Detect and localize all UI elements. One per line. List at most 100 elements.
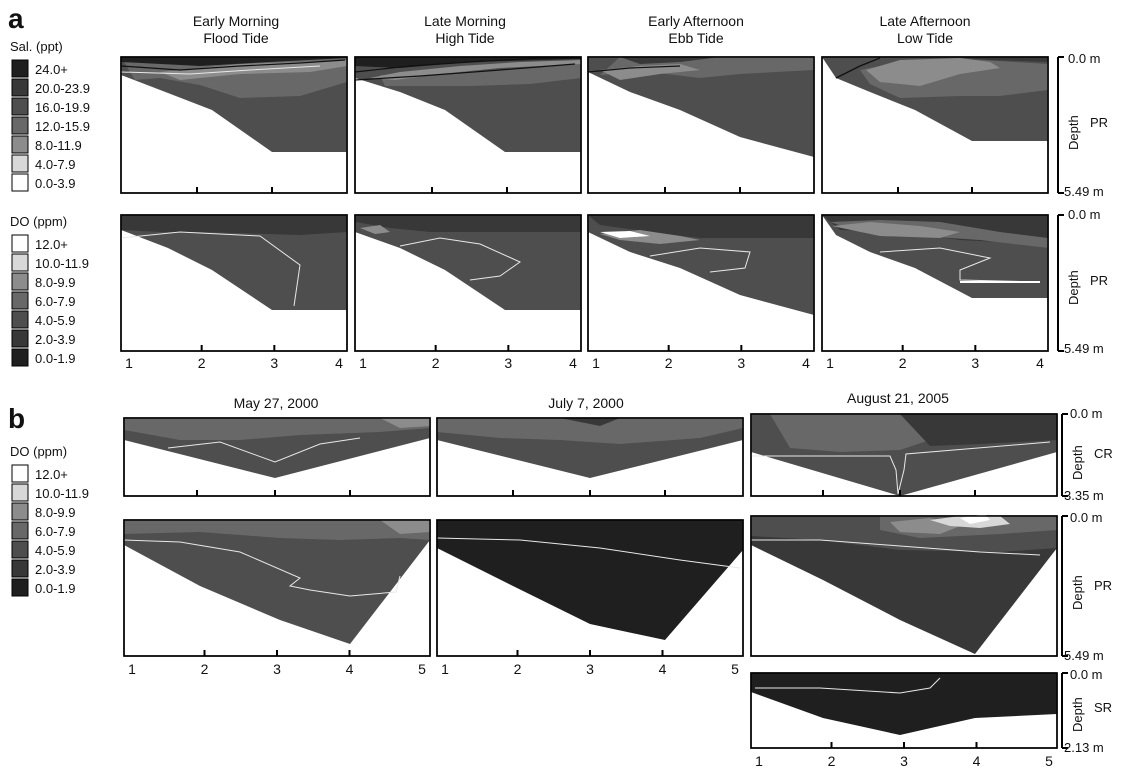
x-tick-label: 3 [900,753,908,769]
do-legend-b-label: 12.0+ [35,467,68,482]
site-label-b-sr: SR [1094,700,1112,715]
panel-b-cr-may-2000 [123,417,431,497]
site-label-a-sal: PR [1090,115,1108,130]
panel-b-pr-may-2000 [123,519,431,657]
do-legend-b-title: DO (ppm) [10,444,67,459]
do-legend-panel-b: DO (ppm) 12.0+ 10.0-11.9 8.0-9.9 6.0-7.9 4.0-… [10,444,89,597]
x-tick-label: 3 [586,661,594,677]
x-tick-label: 1 [125,355,133,371]
panel-a-salinity-late-afternoon [821,56,1049,194]
site-label-b-cr: CR [1094,446,1113,461]
x-tick-label: 1 [441,661,449,677]
panel-a-salinity-early-afternoon [587,56,815,194]
x-tick-label: 4 [802,355,810,371]
panel-b-cr-aug-2005 [750,413,1058,497]
salinity-legend-label: 24.0+ [35,62,68,77]
x-tick-label: 2 [201,661,209,677]
x-tick-label: 4 [973,753,981,769]
do-legend-b-label: 0.0-1.9 [35,581,75,596]
x-tick-label: 3 [273,661,281,677]
col-title-late-afternoon: Late Afternoon [879,13,970,29]
depth-label-a-sal: Depth [1066,115,1081,150]
salinity-legend-label: 0.0-3.9 [35,176,75,191]
panel-a-salinity-late-morning [354,56,582,194]
depth-axis-b-pr: 0.0 m 5.49 m Depth PR [1061,510,1112,663]
depth-axis-a-sal: 0.0 m 5.49 m Depth PR [1057,51,1108,199]
x-tick-label: 3 [737,355,745,371]
panel-b-cr-july-2000 [436,417,744,497]
col-subtitle-low-tide: Low Tide [897,30,953,46]
salinity-legend-swatch [11,97,29,116]
do-legend-a-label: 0.0-1.9 [35,351,75,366]
do-legend-a-swatch [11,253,29,272]
x-tick-label: 2 [514,661,522,677]
x-tick-label: 2 [828,753,836,769]
x-tick-label: 3 [270,355,278,371]
do-legend-b-swatch [11,578,29,597]
x-tick-label: 4 [1036,355,1044,371]
depth-label-b-sr: Depth [1070,697,1085,732]
x-tick-label: 1 [826,355,834,371]
depth-axis-b-sr: 0.0 m 2.13 m Depth SR [1061,667,1112,755]
salinity-legend-label: 20.0-23.9 [35,81,90,96]
do-legend-b-swatch [11,464,29,483]
salinity-legend-swatch [11,135,29,154]
salinity-legend-swatch [11,78,29,97]
x-tick-label: 5 [731,661,739,677]
site-label-a-do: PR [1090,273,1108,288]
do-legend-a-label: 10.0-11.9 [35,256,89,271]
do-legend-b-swatch [11,483,29,502]
do-legend-a-label: 6.0-7.9 [35,294,75,309]
do-legend-b-label: 2.0-3.9 [35,562,75,577]
depth-bottom-a-sal: 5.49 m [1064,184,1104,199]
depth-top-b-sr: 0.0 m [1070,667,1103,682]
depth-top-a-sal: 0.0 m [1068,51,1101,66]
do-legend-b-label: 4.0-5.9 [35,543,75,558]
depth-top-a-do: 0.0 m [1068,207,1101,222]
do-legend-b-swatch [11,540,29,559]
do-legend-b-label: 10.0-11.9 [35,486,89,501]
col-subtitle-ebb-tide: Ebb Tide [668,30,723,46]
salinity-legend-label: 4.0-7.9 [35,157,75,172]
panel-a-do-late-afternoon [821,214,1049,352]
depth-top-b-pr: 0.0 m [1070,510,1103,525]
do-legend-a-label: 4.0-5.9 [35,313,75,328]
panel-a-do-early-morning [120,214,348,352]
do-legend-a-label: 2.0-3.9 [35,332,75,347]
depth-label-a-do: Depth [1066,270,1081,305]
do-legend-a-swatch [11,234,29,253]
col-title-may-2000: May 27, 2000 [234,395,319,411]
do-legend-a-swatch [11,272,29,291]
x-tick-label: 4 [659,661,667,677]
depth-bottom-b-cr: 3.35 m [1064,488,1104,503]
do-legend-a-label: 12.0+ [35,237,68,252]
depth-axis-b-cr: 0.0 m 3.35 m Depth CR [1061,406,1113,503]
depth-bottom-b-sr: 2.13 m [1064,740,1104,755]
panel-b-label: b [8,403,25,434]
panel-a-salinity-early-morning [120,56,348,194]
salinity-legend-title: Sal. (ppt) [10,39,63,54]
do-legend-a-swatch [11,329,29,348]
do-legend-a-swatch [11,310,29,329]
salinity-legend-label: 16.0-19.9 [35,100,90,115]
col-title-july-2000: July 7, 2000 [548,395,624,411]
depth-label-b-pr: Depth [1070,575,1085,610]
x-tick-label: 4 [346,661,354,677]
do-legend-panel-a: DO (ppm) 12.0+ 10.0-11.9 8.0-9.9 6.0-7.9 4.0-… [10,214,89,367]
panel-b-pr-aug-2005 [750,514,1058,657]
do-legend-a-swatch [11,291,29,310]
col-title-late-morning: Late Morning [424,13,506,29]
salinity-legend: Sal. (ppt) 24.0+ 20.0-23.9 16.0-19.9 12.0-15… [10,39,90,192]
x-tick-label: 5 [418,661,426,677]
salinity-legend-swatch [11,173,29,192]
depth-bottom-a-do: 5.49 m [1064,341,1104,356]
do-legend-b-swatch [11,502,29,521]
panel-a-do-late-morning [354,214,582,352]
x-tick-label: 3 [504,355,512,371]
do-legend-a-label: 8.0-9.9 [35,275,75,290]
panel-b-x-ticks: 1 2 3 4 5 1 2 3 4 51 2 3 4 5 [128,650,1053,769]
depth-bottom-b-pr: 5.49 m [1064,648,1104,663]
do-legend-b-label: 8.0-9.9 [35,505,75,520]
col-title-early-morning: Early Morning [193,13,279,29]
col-subtitle-high-tide: High Tide [435,30,494,46]
